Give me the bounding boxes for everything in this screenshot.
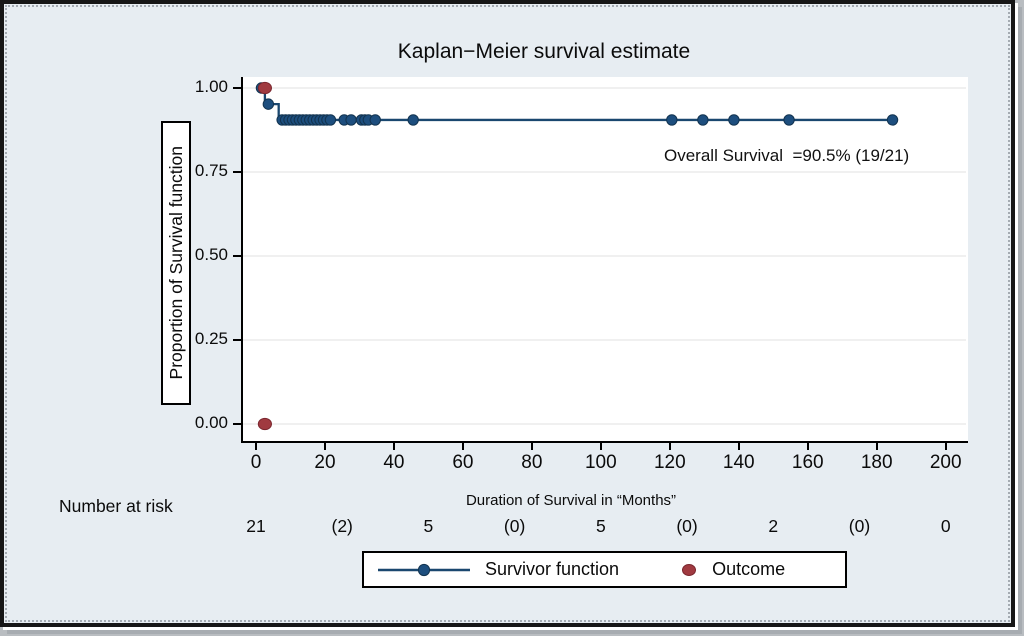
x-axis-label: Duration of Survival in “Months” bbox=[465, 492, 677, 509]
survivor-marker bbox=[697, 114, 709, 126]
risk-value: 2 bbox=[768, 516, 779, 536]
risk-value: 5 bbox=[595, 516, 606, 536]
x-tick-mark bbox=[806, 443, 809, 450]
x-tick-mark bbox=[461, 443, 464, 450]
survivor-marker bbox=[728, 114, 740, 126]
survivor-marker bbox=[324, 114, 337, 126]
figure-frame: Kaplan−Meier survival estimate Proportio… bbox=[0, 0, 1015, 627]
risk-value: (0) bbox=[848, 516, 871, 536]
y-tick-mark bbox=[233, 171, 241, 173]
survivor-marker bbox=[666, 114, 678, 126]
survivor-marker bbox=[783, 114, 795, 126]
x-tick-label: 80 bbox=[521, 452, 543, 473]
survivor-marker bbox=[886, 114, 899, 126]
survivor-marker bbox=[407, 114, 419, 126]
y-tick-label: 0.25 bbox=[194, 329, 228, 348]
y-tick-mark bbox=[233, 339, 241, 341]
x-tick-mark bbox=[392, 443, 395, 450]
legend-label-survivor-function: Survivor function bbox=[485, 559, 620, 579]
risk-value: (0) bbox=[676, 516, 698, 536]
x-tick-mark bbox=[255, 443, 257, 450]
survivor-marker bbox=[345, 114, 357, 126]
y-tick-label: 0.00 bbox=[194, 413, 228, 432]
outcome-legend-sample bbox=[682, 563, 697, 576]
x-tick-label: 20 bbox=[314, 452, 336, 473]
overall-survival-annotation: Overall Survival =90.5% (19/21) bbox=[664, 146, 910, 165]
x-tick-label: 40 bbox=[383, 452, 405, 473]
y-tick-label: 0.50 bbox=[194, 245, 228, 264]
x-tick-mark bbox=[944, 443, 947, 450]
risk-value: 21 bbox=[246, 516, 266, 536]
x-tick-label: 200 bbox=[929, 452, 962, 473]
x-tick-label: 140 bbox=[722, 452, 755, 473]
x-tick-mark bbox=[668, 443, 671, 450]
survivor-marker bbox=[369, 114, 381, 126]
plot-area bbox=[241, 77, 968, 443]
x-tick-label: 60 bbox=[452, 452, 474, 473]
chart-title: Kaplan−Meier survival estimate bbox=[397, 40, 691, 63]
survivor-marker bbox=[262, 98, 275, 110]
x-tick-mark bbox=[875, 443, 878, 450]
risk-value: (2) bbox=[331, 516, 353, 536]
risk-value: 0 bbox=[940, 516, 951, 536]
x-tick-mark bbox=[323, 443, 326, 450]
x-tick-label: 100 bbox=[584, 452, 617, 473]
x-tick-mark bbox=[599, 443, 602, 450]
y-tick-label: 0.75 bbox=[194, 161, 228, 180]
km-curve-svg bbox=[243, 81, 966, 431]
y-tick-mark bbox=[233, 423, 241, 425]
y-axis-label-box: Proportion of Survival function bbox=[161, 121, 191, 405]
risk-value: (0) bbox=[503, 516, 526, 536]
survivor-function-legend-sample bbox=[378, 563, 470, 576]
x-tick-mark bbox=[530, 443, 533, 450]
x-tick-label: 160 bbox=[791, 452, 824, 473]
risk-value: 5 bbox=[423, 516, 434, 536]
number-at-risk-heading: Number at risk bbox=[59, 496, 173, 516]
legend-label-outcome: Outcome bbox=[712, 559, 786, 579]
legend: Survivor function Outcome bbox=[362, 551, 847, 588]
y-tick-label: 1.00 bbox=[194, 77, 228, 96]
x-tick-label: 180 bbox=[860, 452, 893, 473]
y-tick-mark bbox=[233, 87, 241, 89]
outcome-marker bbox=[257, 417, 272, 431]
x-tick-label: 120 bbox=[653, 452, 686, 473]
y-tick-mark bbox=[233, 255, 241, 257]
x-tick-label: 0 bbox=[250, 452, 262, 473]
x-tick-mark bbox=[737, 443, 740, 450]
outcome-marker bbox=[257, 81, 272, 95]
